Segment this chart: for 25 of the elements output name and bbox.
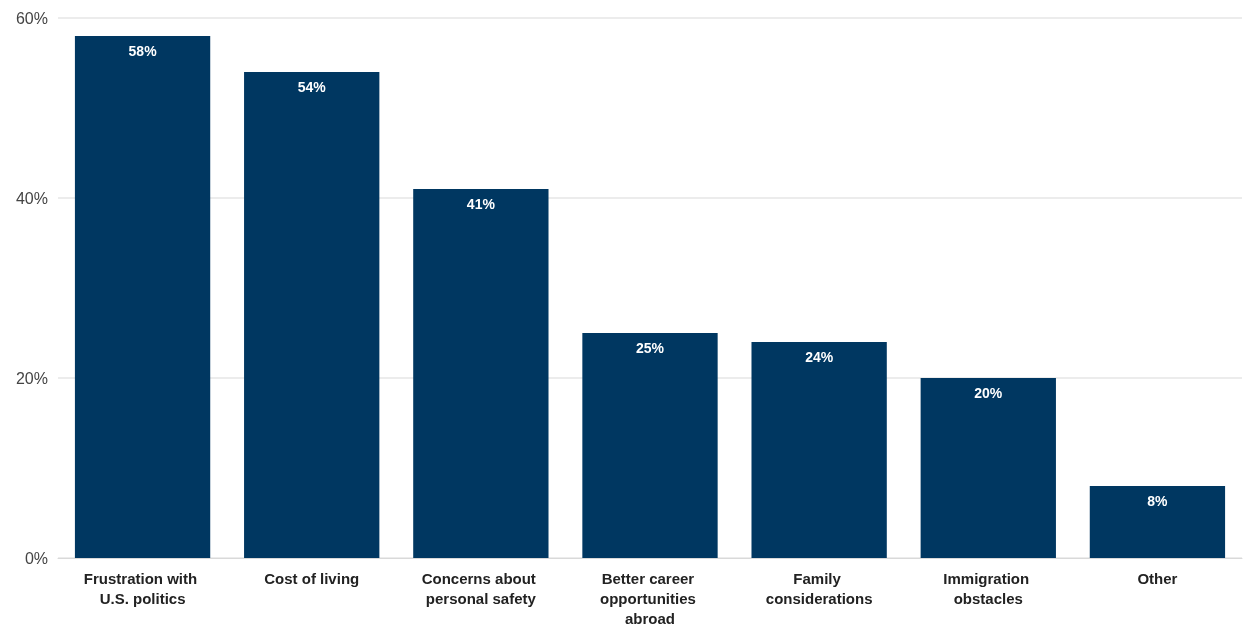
bar [244, 72, 380, 558]
data-label: 25% [635, 340, 665, 356]
bar [413, 189, 549, 558]
bar [74, 36, 211, 558]
data-label: 58% [128, 43, 158, 59]
y-tick-label: 60% [15, 9, 48, 27]
x-tick-label: Frustration with U.S. politics [83, 569, 202, 607]
y-tick-label: 40% [15, 189, 48, 207]
data-label: 41% [466, 196, 496, 212]
y-tick-label: 0% [24, 549, 48, 567]
bar [920, 378, 1056, 558]
data-label: 54% [297, 79, 327, 95]
bar [751, 342, 887, 558]
x-tick-label: Cost of living [264, 569, 360, 587]
y-tick-label: 20% [15, 369, 48, 387]
bar [582, 333, 718, 558]
data-label: 24% [805, 349, 834, 365]
bar [1089, 486, 1226, 558]
x-tick-label: Concerns about personal safety [421, 569, 541, 607]
data-label: 20% [974, 385, 1003, 401]
x-tick-label: Immigration obstacles [943, 569, 1034, 607]
x-tick-label: Better career opportunities abroad [600, 569, 700, 627]
x-tick-label: Family considerations [765, 569, 873, 607]
x-tick-label: Other [1137, 569, 1178, 587]
data-label: 8% [1147, 493, 1169, 509]
